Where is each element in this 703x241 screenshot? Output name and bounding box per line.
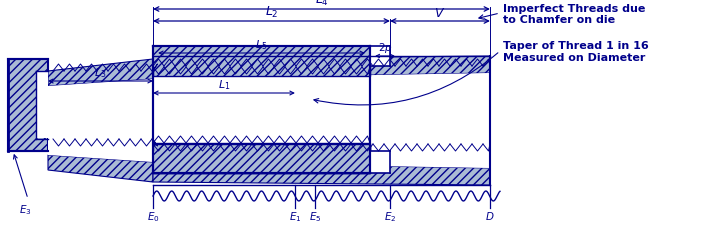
Text: $V$: $V$ bbox=[434, 7, 446, 20]
Text: $L_3$: $L_3$ bbox=[94, 66, 107, 80]
Bar bbox=[153, 143, 370, 173]
Text: $2p$: $2p$ bbox=[378, 41, 392, 55]
Bar bbox=[153, 47, 370, 68]
Text: $L_4$: $L_4$ bbox=[314, 0, 328, 8]
Bar bbox=[153, 46, 370, 76]
Polygon shape bbox=[153, 56, 490, 79]
Polygon shape bbox=[153, 73, 490, 168]
Text: $L_2$: $L_2$ bbox=[265, 5, 278, 20]
Text: $L_1$: $L_1$ bbox=[218, 78, 230, 92]
Polygon shape bbox=[48, 155, 153, 182]
Text: Imperfect Threads due: Imperfect Threads due bbox=[503, 4, 645, 14]
Text: $E_2$: $E_2$ bbox=[384, 210, 396, 224]
Bar bbox=[153, 46, 370, 66]
Bar bbox=[36, 71, 48, 138]
Polygon shape bbox=[48, 59, 153, 86]
Bar bbox=[153, 107, 370, 144]
Text: $E_0$: $E_0$ bbox=[147, 210, 160, 224]
Text: Taper of Thread 1 in 16: Taper of Thread 1 in 16 bbox=[503, 41, 649, 51]
Bar bbox=[370, 151, 390, 173]
Text: $E_3$: $E_3$ bbox=[19, 203, 32, 217]
Bar bbox=[153, 66, 370, 103]
Polygon shape bbox=[153, 162, 490, 185]
Bar bbox=[153, 144, 370, 173]
Text: $D$: $D$ bbox=[485, 210, 495, 222]
Bar bbox=[153, 145, 370, 173]
Text: $E_5$: $E_5$ bbox=[309, 210, 321, 224]
Polygon shape bbox=[48, 79, 153, 162]
Text: $E_1$: $E_1$ bbox=[289, 210, 302, 224]
Text: $L_5$: $L_5$ bbox=[255, 38, 268, 52]
Bar bbox=[8, 59, 48, 151]
Bar bbox=[153, 46, 370, 66]
Text: to Chamfer on die: to Chamfer on die bbox=[503, 15, 615, 25]
Bar bbox=[153, 151, 370, 172]
Bar bbox=[370, 46, 390, 66]
Bar bbox=[154, 47, 369, 172]
Text: Measured on Diameter: Measured on Diameter bbox=[503, 53, 645, 63]
